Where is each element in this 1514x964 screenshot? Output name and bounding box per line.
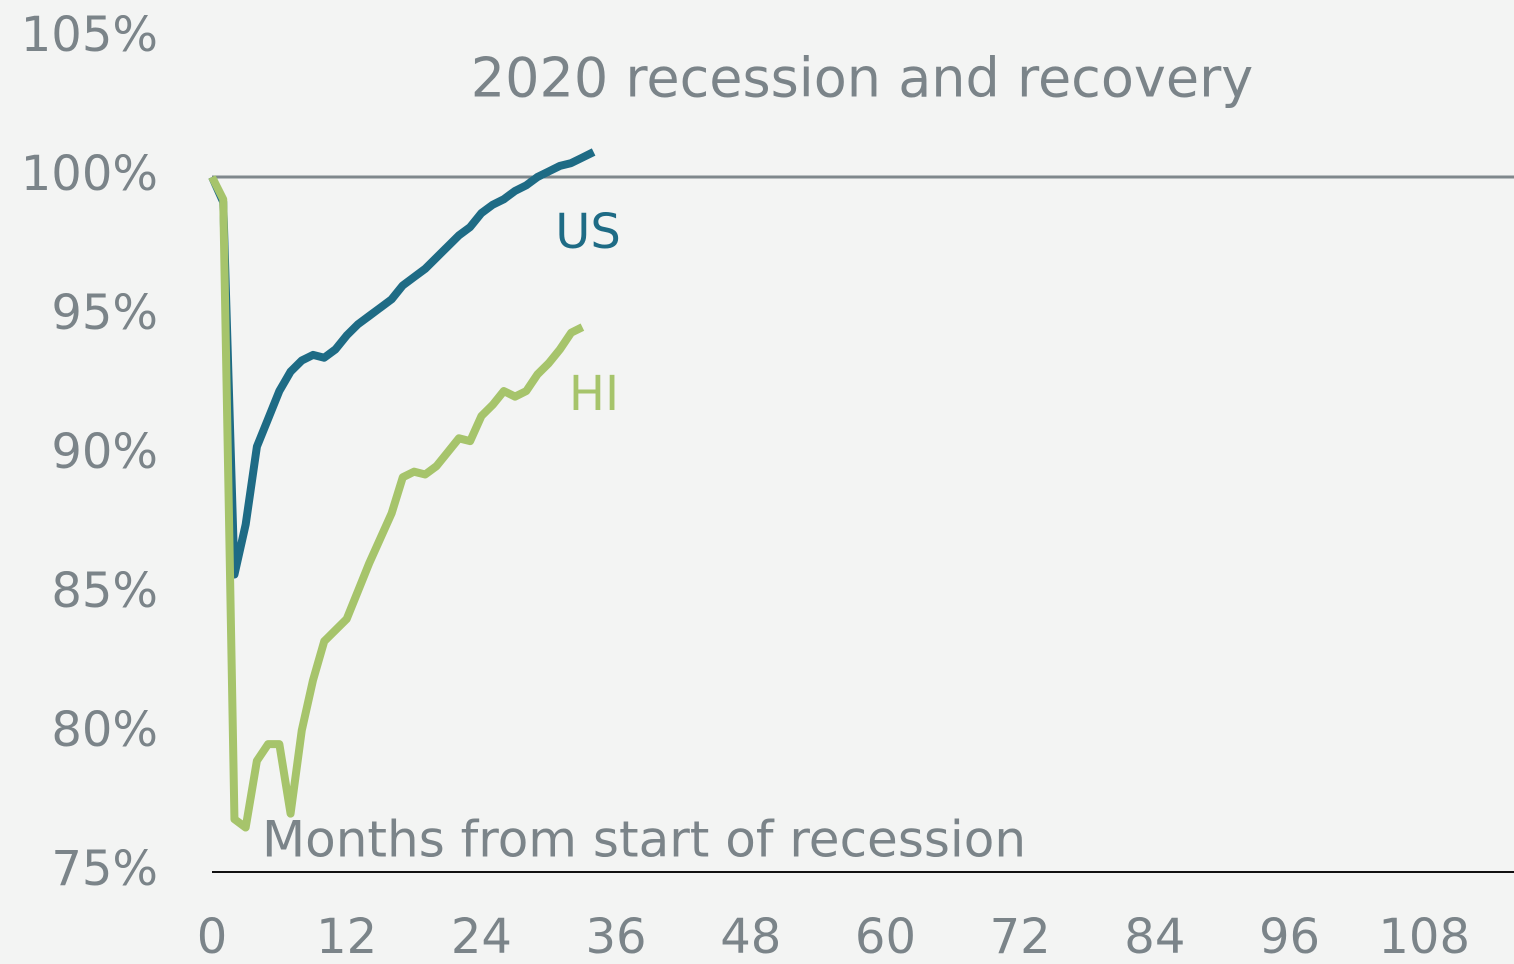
y-tick-label: 105% — [21, 7, 158, 63]
series-line — [208, 175, 585, 832]
y-tick-label: 95% — [51, 285, 158, 341]
x-tick-label: 12 — [316, 909, 377, 964]
y-tick-label: 85% — [51, 563, 158, 619]
x-tick-label: 84 — [1124, 909, 1185, 964]
x-tick-label: 0 — [197, 909, 228, 964]
series-line — [208, 148, 596, 579]
y-tick-label: 100% — [21, 146, 158, 202]
series-label: HI — [569, 366, 619, 422]
x-tick-label: 24 — [451, 909, 512, 964]
y-tick-label: 80% — [51, 702, 158, 758]
x-axis-label: Months from start of recession — [262, 811, 1026, 869]
x-tick-label: 36 — [586, 909, 647, 964]
y-tick-label: 75% — [51, 841, 158, 897]
chart-title: 2020 recession and recovery — [471, 47, 1254, 110]
x-tick-label: 48 — [720, 909, 781, 964]
x-tick-label: 108 — [1378, 909, 1470, 964]
y-tick-label: 90% — [51, 424, 158, 480]
x-tick-label: 60 — [855, 909, 916, 964]
x-tick-label: 72 — [990, 909, 1051, 964]
series-label: US — [555, 204, 621, 260]
x-tick-label: 96 — [1259, 909, 1320, 964]
